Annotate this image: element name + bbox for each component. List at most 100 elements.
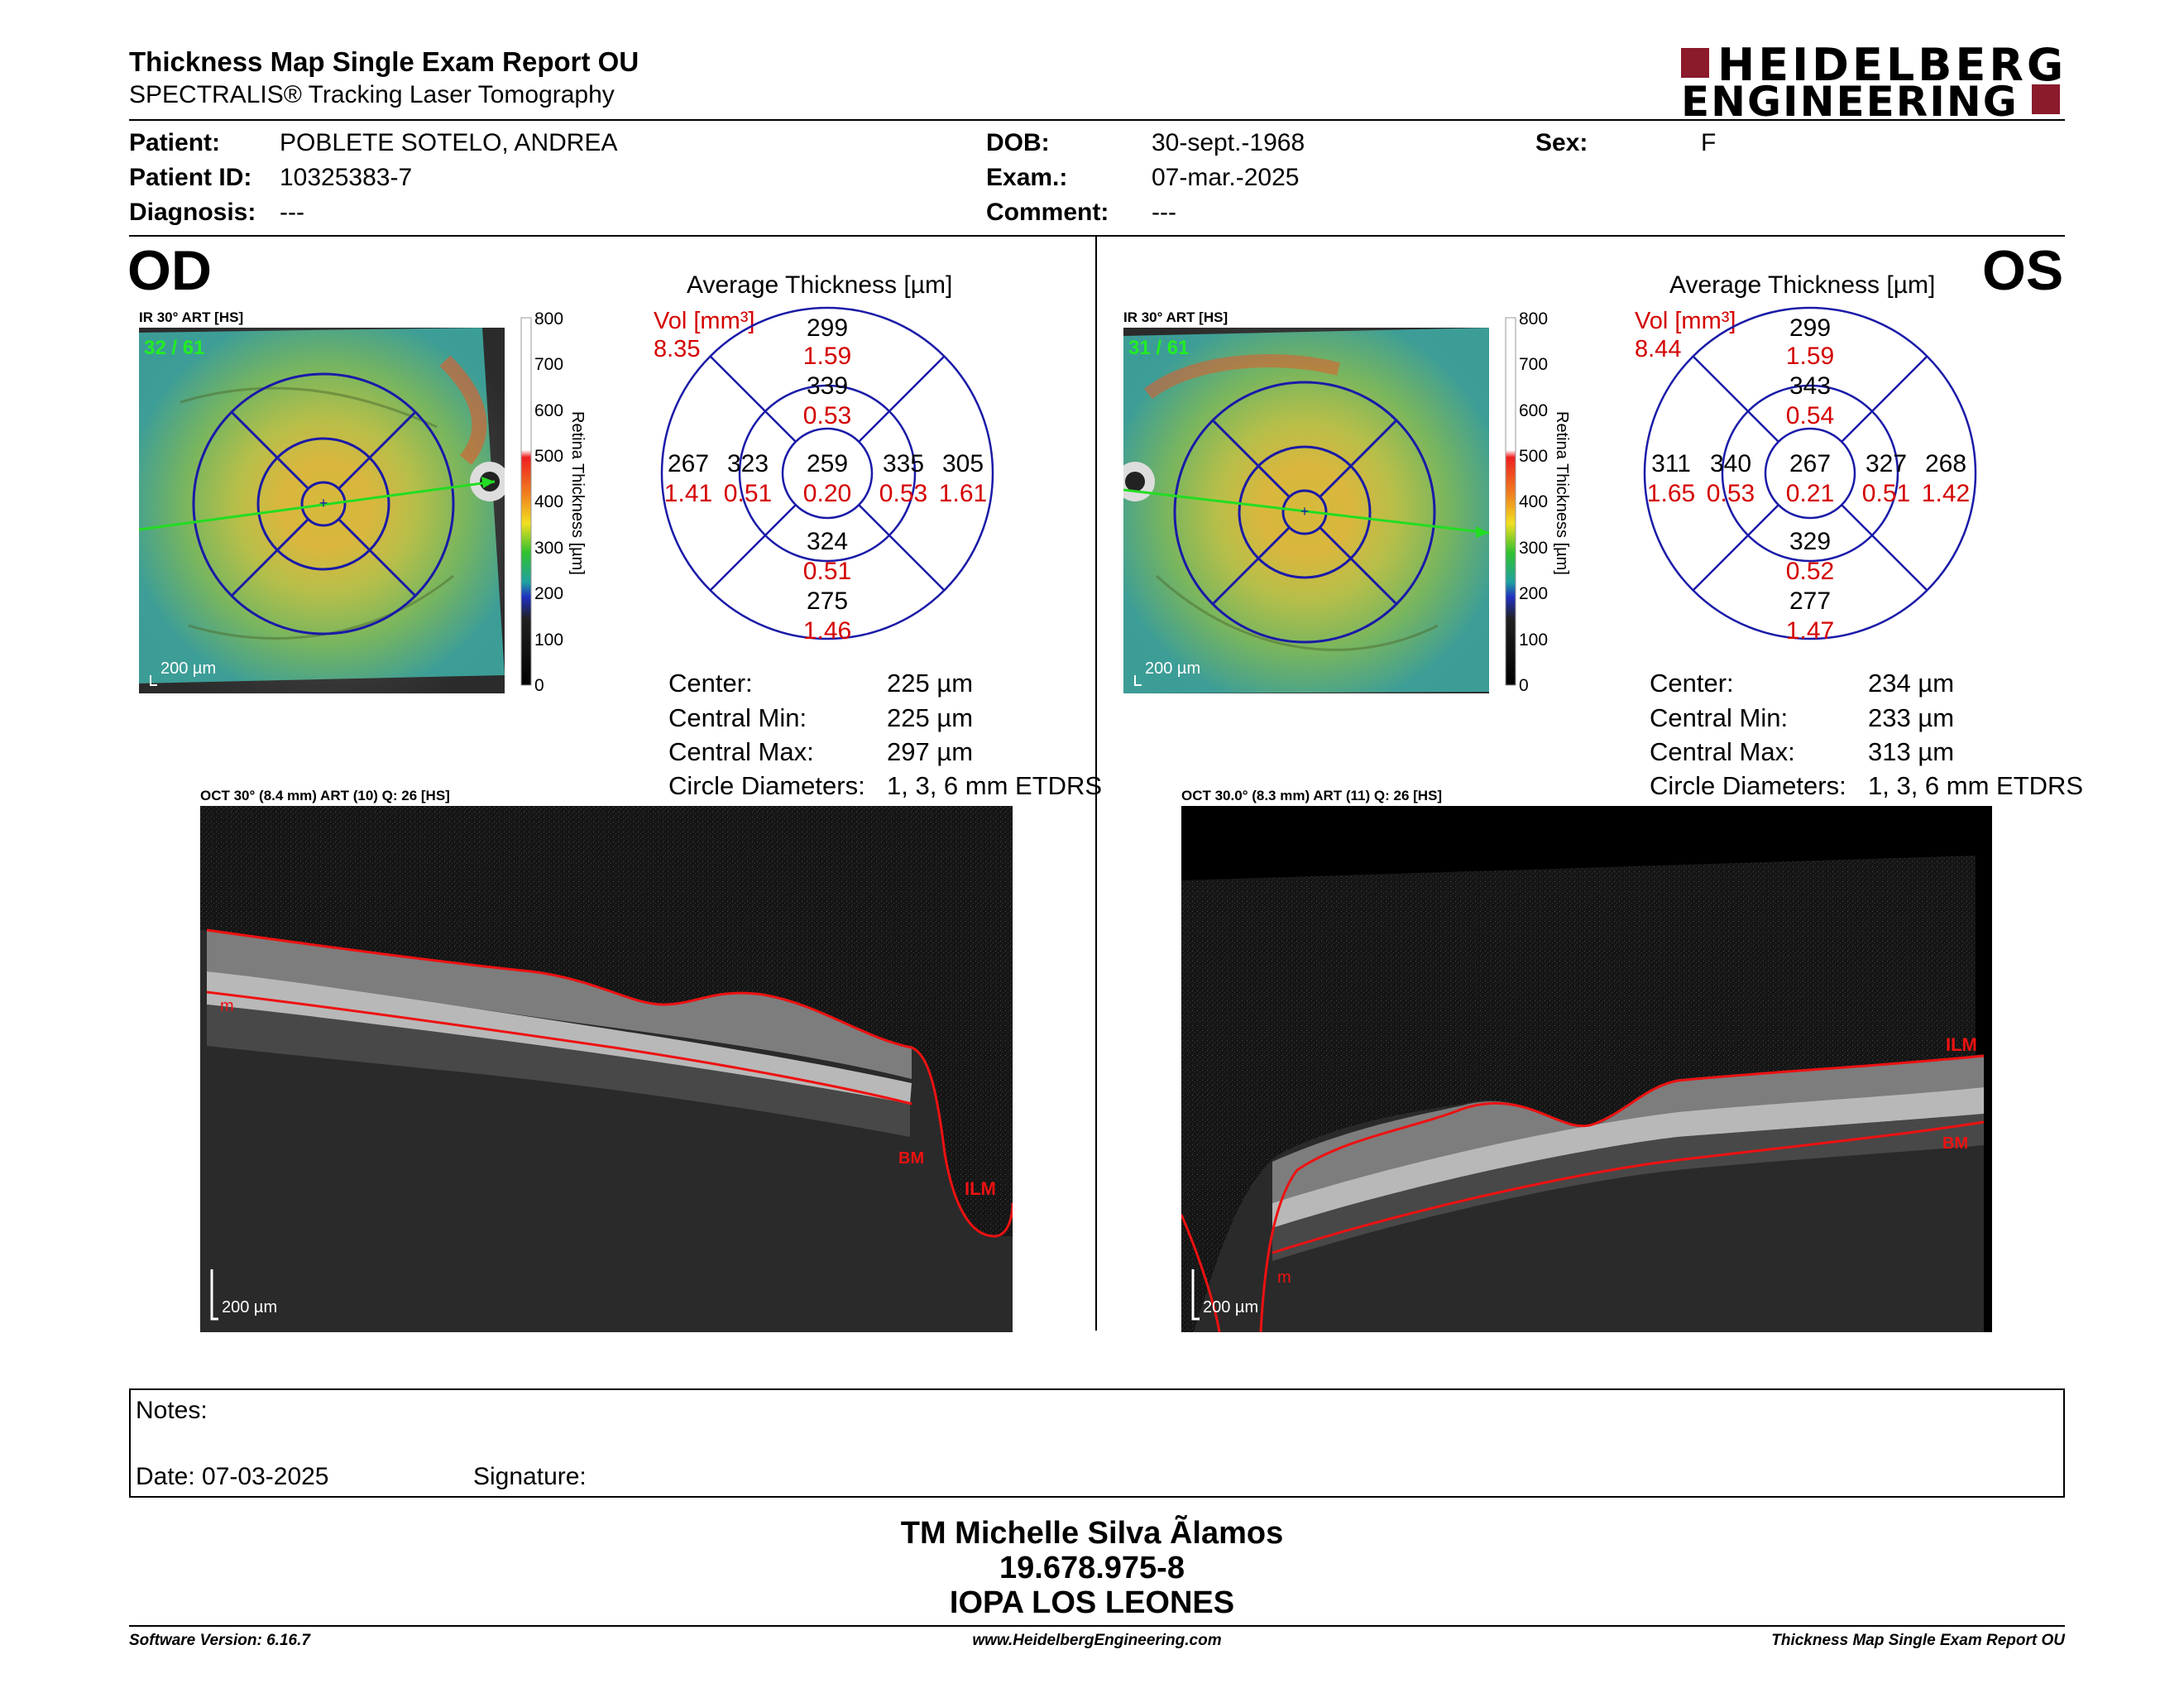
- os-stat-value: 1, 3, 6 mm ETDRS: [1868, 771, 2084, 800]
- od-inner-sup-thickness: 339: [806, 372, 849, 400]
- vol-value-os: 8.44: [1635, 336, 1682, 362]
- od-inner-left-volume: 0.51: [723, 480, 773, 507]
- date-label: Date: 07-03-2025: [136, 1463, 329, 1490]
- os-stat-label: Central Min:: [1650, 703, 1789, 732]
- notes-label: Notes:: [136, 1397, 208, 1424]
- ir-counter-os: 31 / 61: [1128, 337, 1189, 359]
- patient-label: Patient:: [129, 129, 221, 156]
- divider: [129, 235, 2065, 237]
- os-inner-inf-thickness: 329: [1789, 528, 1832, 555]
- notes-box[interactable]: Notes: Date: 07-03-2025 Signature:: [129, 1388, 2065, 1498]
- comment-label: Comment:: [986, 199, 1109, 226]
- layer-label-bm-os: BM: [1942, 1134, 1968, 1153]
- od-outer-inf-thickness: 275: [806, 587, 849, 615]
- os-outer-sup-thickness: 299: [1789, 314, 1832, 342]
- etdrs-chart-os: [1643, 306, 1977, 640]
- software-version: Software Version: 6.16.7: [129, 1632, 310, 1649]
- eye-label-os: OS: [1982, 239, 2064, 302]
- od-inner-inf-volume: 0.51: [802, 558, 852, 585]
- os-inner-right-thickness: 327: [1865, 450, 1908, 477]
- os-inner-left-thickness: 340: [1709, 450, 1752, 477]
- report-subtitle: SPECTRALIS® Tracking Laser Tomography: [129, 81, 615, 108]
- os-inner-right-volume: 0.51: [1861, 480, 1911, 507]
- svg-text:300: 300: [1519, 539, 1548, 558]
- clinic-name: IOPA LOS LEONES: [949, 1585, 1235, 1620]
- dob-value: 30-sept.-1968: [1152, 129, 1305, 156]
- vol-label-os: Vol [mm³]: [1635, 308, 1736, 334]
- svg-text:0: 0: [1519, 676, 1529, 695]
- svg-text:400: 400: [534, 492, 563, 511]
- svg-text:700: 700: [1519, 355, 1548, 374]
- bm-boundary: [206, 990, 912, 1105]
- os-inner-sup-volume: 0.54: [1785, 402, 1835, 429]
- od-inner-inf-thickness: 324: [806, 528, 849, 555]
- svg-text:0: 0: [534, 676, 544, 695]
- oct-bscan-od: m BM ILM 200 µm: [200, 806, 1013, 1332]
- colorbar-title-od: Retina Thickness [µm]: [568, 411, 587, 575]
- signature-label: Signature:: [473, 1463, 587, 1490]
- od-outer-sup-volume: 1.59: [802, 343, 852, 370]
- colorbar-title-os: Retina Thickness [µm]: [1553, 411, 1571, 575]
- os-stat-label: Circle Diameters:: [1650, 771, 1846, 800]
- ilm-boundary: [206, 928, 1013, 1238]
- od-stat-label: Center:: [668, 669, 753, 698]
- svg-text:300: 300: [534, 539, 563, 558]
- od-outer-inf-volume: 1.46: [802, 617, 852, 645]
- sex-label: Sex:: [1535, 129, 1588, 156]
- divider: [129, 1625, 2065, 1627]
- svg-text:600: 600: [1519, 401, 1548, 420]
- od-stat-value: 225 µm: [887, 703, 974, 732]
- footer-report-name: Thickness Map Single Exam Report OU: [1771, 1632, 2065, 1649]
- svg-text:200: 200: [534, 584, 563, 603]
- ir-scale-od: 200 µm: [160, 659, 216, 678]
- od-outer-left-thickness: 267: [667, 450, 710, 477]
- svg-text:400: 400: [1519, 492, 1548, 511]
- svg-text:100: 100: [534, 631, 563, 650]
- ir-label-os: IR 30° ART [HS]: [1123, 309, 1228, 325]
- svg-text:600: 600: [534, 401, 563, 420]
- colorbar-os: 800 700 600 500 400 300 200 100 0 Retina Thick…: [1505, 309, 1571, 695]
- os-outer-sup-volume: 1.59: [1785, 343, 1835, 370]
- os-stat-value: 313 µm: [1868, 737, 1955, 766]
- os-outer-inf-thickness: 277: [1789, 587, 1832, 615]
- patient-id-label: Patient ID:: [129, 164, 252, 191]
- etdrs-chart-od: [660, 306, 994, 640]
- technician-name: TM Michelle Silva Ãlamos: [900, 1516, 1284, 1551]
- svg-text:200: 200: [1519, 584, 1548, 603]
- ir-label-od: IR 30° ART [HS]: [139, 309, 244, 325]
- fundus-thickness-map-od: + 32 / 61 200 µm: [139, 328, 505, 693]
- os-outer-right-thickness: 268: [1924, 450, 1967, 477]
- os-stat-label: Central Max:: [1650, 737, 1795, 766]
- oct-scale-od: 200 µm: [222, 1298, 277, 1316]
- od-stat-value: 225 µm: [887, 669, 974, 698]
- os-stat-label: Center:: [1650, 669, 1734, 698]
- os-stat-value: 233 µm: [1868, 703, 1955, 732]
- os-stat-value: 234 µm: [1868, 669, 1955, 698]
- od-inner-right-volume: 0.53: [879, 480, 928, 507]
- logo-square-bottom: [2032, 84, 2060, 114]
- comment-value: ---: [1152, 199, 1176, 226]
- od-inner-left-thickness: 323: [726, 450, 769, 477]
- od-stat-value: 1, 3, 6 mm ETDRS: [887, 771, 1103, 800]
- os-inner-inf-volume: 0.52: [1785, 558, 1835, 585]
- os-inner-sup-thickness: 343: [1789, 372, 1832, 400]
- website-link[interactable]: www.HeidelbergEngineering.com: [972, 1632, 1222, 1649]
- od-stat-label: Central Min:: [668, 703, 807, 732]
- layer-label-bm-od: BM: [898, 1149, 924, 1168]
- os-inner-left-volume: 0.53: [1706, 480, 1755, 507]
- report-title: Thickness Map Single Exam Report OU: [129, 46, 639, 77]
- bm-boundary: [1272, 1120, 1985, 1254]
- oct-label-os: OCT 30.0° (8.3 mm) ART (11) Q: 26 [HS]: [1181, 788, 1443, 803]
- os-outer-inf-volume: 1.47: [1785, 617, 1835, 645]
- vessel-hot: [439, 355, 487, 465]
- od-stat-label: Central Max:: [668, 737, 814, 766]
- svg-text:100: 100: [1519, 631, 1548, 650]
- ilm-boundary: [1181, 1054, 1985, 1332]
- od-outer-right-thickness: 305: [941, 450, 984, 477]
- layer-label-ilm-os: ILM: [1946, 1034, 1977, 1055]
- diagnosis-label: Diagnosis:: [129, 199, 256, 226]
- svg-text:800: 800: [1519, 309, 1548, 328]
- svg-text:+: +: [319, 495, 328, 511]
- oct-scale-os: 200 µm: [1203, 1298, 1258, 1316]
- od-outer-sup-thickness: 299: [806, 314, 849, 342]
